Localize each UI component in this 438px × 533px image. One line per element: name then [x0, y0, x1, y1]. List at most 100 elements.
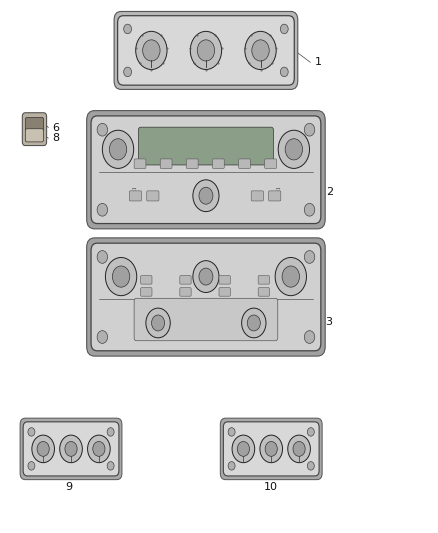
Circle shape [260, 435, 283, 463]
FancyBboxPatch shape [87, 238, 325, 356]
FancyBboxPatch shape [219, 276, 230, 284]
FancyBboxPatch shape [20, 418, 122, 480]
Circle shape [193, 180, 219, 212]
Circle shape [199, 187, 213, 204]
Circle shape [60, 435, 82, 463]
Circle shape [136, 31, 167, 69]
Circle shape [97, 251, 108, 263]
Text: ▽: ▽ [276, 188, 280, 192]
Circle shape [143, 40, 160, 61]
Circle shape [278, 130, 310, 168]
FancyBboxPatch shape [186, 159, 198, 168]
Circle shape [307, 462, 314, 470]
FancyBboxPatch shape [141, 288, 152, 296]
Circle shape [285, 139, 303, 160]
Circle shape [107, 462, 114, 470]
Circle shape [304, 330, 315, 343]
Text: 9: 9 [65, 482, 72, 492]
FancyBboxPatch shape [223, 422, 319, 476]
Text: 2: 2 [325, 187, 333, 197]
Text: 8: 8 [53, 133, 60, 143]
Circle shape [190, 31, 222, 69]
Circle shape [232, 435, 254, 463]
Circle shape [199, 268, 213, 285]
FancyBboxPatch shape [219, 288, 230, 296]
Circle shape [252, 40, 269, 61]
Circle shape [197, 40, 215, 61]
FancyBboxPatch shape [25, 117, 44, 131]
FancyBboxPatch shape [22, 113, 47, 146]
Circle shape [242, 308, 266, 338]
FancyBboxPatch shape [265, 159, 276, 168]
FancyBboxPatch shape [114, 12, 298, 90]
FancyBboxPatch shape [239, 159, 251, 168]
Circle shape [304, 123, 315, 136]
Circle shape [228, 462, 235, 470]
Circle shape [110, 139, 127, 160]
Circle shape [293, 441, 305, 456]
Circle shape [265, 441, 277, 456]
Circle shape [152, 315, 165, 331]
Text: REAR CONTROL: REAR CONTROL [183, 321, 229, 326]
Circle shape [124, 67, 131, 77]
Circle shape [275, 257, 307, 296]
Circle shape [307, 427, 314, 436]
Text: ▽: ▽ [132, 188, 136, 192]
FancyBboxPatch shape [180, 288, 191, 296]
FancyBboxPatch shape [129, 191, 141, 201]
Circle shape [228, 427, 235, 436]
Circle shape [193, 261, 219, 293]
Circle shape [32, 435, 54, 463]
FancyBboxPatch shape [258, 276, 269, 284]
Circle shape [107, 427, 114, 436]
FancyBboxPatch shape [212, 159, 224, 168]
Circle shape [97, 330, 108, 343]
FancyBboxPatch shape [141, 276, 152, 284]
Text: 6: 6 [53, 123, 60, 133]
FancyBboxPatch shape [138, 127, 273, 165]
Circle shape [97, 204, 108, 216]
Circle shape [245, 31, 276, 69]
Circle shape [37, 441, 49, 456]
Circle shape [237, 441, 250, 456]
FancyBboxPatch shape [87, 111, 325, 229]
Circle shape [280, 24, 288, 34]
Circle shape [288, 435, 311, 463]
FancyBboxPatch shape [180, 276, 191, 284]
Circle shape [304, 251, 315, 263]
Circle shape [113, 266, 130, 287]
FancyBboxPatch shape [91, 116, 321, 223]
Circle shape [102, 130, 134, 168]
Circle shape [28, 427, 35, 436]
Text: ▲▼: ▲▼ [201, 142, 210, 147]
FancyBboxPatch shape [91, 243, 321, 351]
FancyBboxPatch shape [251, 191, 263, 201]
FancyBboxPatch shape [160, 159, 172, 168]
FancyBboxPatch shape [25, 129, 44, 142]
Circle shape [106, 257, 137, 296]
Text: 10: 10 [264, 482, 278, 492]
Text: 1: 1 [315, 58, 322, 67]
Circle shape [65, 441, 77, 456]
FancyBboxPatch shape [23, 422, 119, 476]
Circle shape [97, 123, 108, 136]
FancyBboxPatch shape [220, 418, 322, 480]
Circle shape [93, 441, 105, 456]
FancyBboxPatch shape [268, 191, 281, 201]
Circle shape [280, 67, 288, 77]
FancyBboxPatch shape [147, 191, 159, 201]
Circle shape [304, 204, 315, 216]
Circle shape [282, 266, 300, 287]
FancyBboxPatch shape [134, 298, 278, 341]
Circle shape [28, 462, 35, 470]
Text: 88°: 88° [249, 137, 262, 143]
Text: 3: 3 [325, 317, 332, 327]
Circle shape [247, 315, 260, 331]
FancyBboxPatch shape [258, 288, 269, 296]
FancyBboxPatch shape [134, 159, 146, 168]
Circle shape [88, 435, 110, 463]
Text: 88°: 88° [150, 137, 162, 143]
Circle shape [146, 308, 170, 338]
Circle shape [124, 24, 131, 34]
FancyBboxPatch shape [117, 15, 294, 85]
